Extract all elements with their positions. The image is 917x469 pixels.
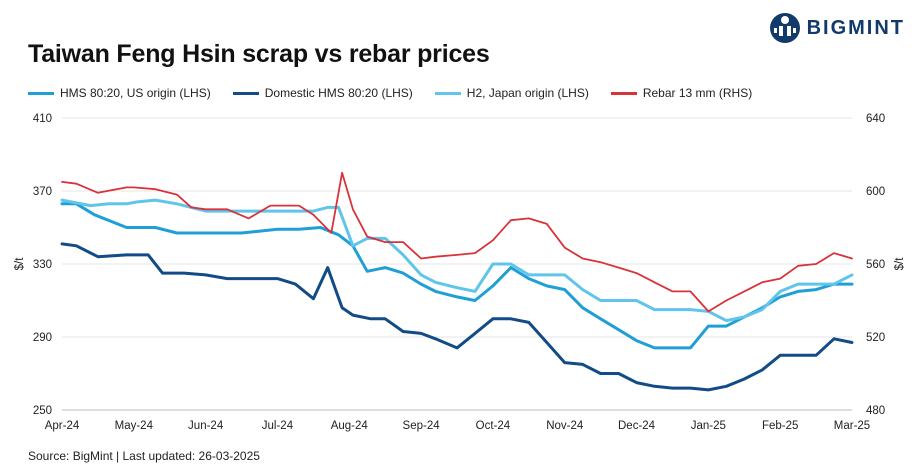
x-tick-label: Feb-25	[762, 420, 798, 432]
series-line-2	[60, 198, 854, 323]
y-tick-label: 330	[33, 259, 52, 271]
brand-logo: BIGMINT	[767, 10, 905, 46]
x-tick-label: Sep-24	[403, 420, 441, 432]
y-tick-label: 410	[33, 113, 52, 125]
legend-swatch	[610, 91, 637, 95]
bigmint-logo-icon	[769, 13, 800, 43]
y2-tick-label: 520	[866, 332, 885, 344]
legend-label: Rebar 13 mm (RHS)	[642, 86, 753, 100]
series-line-3	[61, 171, 853, 313]
legend-item-rebar: Rebar 13 mm (RHS)	[610, 86, 753, 100]
gridlines	[62, 117, 852, 411]
x-tick-label: Jul-24	[262, 420, 294, 432]
legend-label: HMS 80:20, US origin (LHS)	[60, 86, 211, 100]
legend-swatch	[232, 91, 259, 95]
chart-legend: HMS 80:20, US origin (LHS) Domestic HMS …	[28, 86, 774, 100]
x-tick-label: Apr-24	[45, 420, 80, 432]
series-line-1	[60, 242, 854, 392]
legend-label: H2, Japan origin (LHS)	[466, 86, 589, 100]
x-tick-label: Jun-24	[188, 420, 224, 432]
brand-name: BIGMINT	[806, 16, 905, 39]
legend-swatch	[434, 91, 461, 95]
legend-item-domestic-hms: Domestic HMS 80:20 (LHS)	[232, 86, 413, 100]
y-tick-label: 250	[33, 405, 52, 417]
x-tick-label: Aug-24	[331, 420, 369, 432]
series-lines	[60, 171, 854, 392]
series-line-0	[60, 202, 854, 350]
legend-label: Domestic HMS 80:20 (LHS)	[264, 86, 413, 100]
legend-item-h2-japan: H2, Japan origin (LHS)	[434, 86, 589, 100]
y2-tick-label: 600	[866, 186, 885, 198]
source-note: Source: BigMint | Last updated: 26-03-20…	[28, 449, 260, 463]
y2-tick-label: 560	[866, 259, 885, 271]
x-tick-label: Nov-24	[546, 420, 584, 432]
x-tick-label: Mar-25	[834, 420, 870, 432]
y-tick-label: 290	[33, 332, 52, 344]
legend-item-hms-us: HMS 80:20, US origin (LHS)	[28, 86, 211, 100]
y2-tick-label: 640	[866, 113, 885, 125]
chart-title: Taiwan Feng Hsin scrap vs rebar prices	[28, 40, 490, 68]
y2-tick-label: 480	[866, 405, 885, 417]
axes: 410 370 330 290 250 640 600 560 520 480 $/t $/t Apr-…	[14, 113, 906, 432]
legend-swatch	[28, 91, 54, 95]
y2-axis-label: $/t	[894, 257, 906, 271]
x-tick-label: Oct-24	[476, 420, 511, 432]
x-tick-label: Jan-25	[691, 420, 726, 432]
x-tick-label: May-24	[115, 420, 154, 432]
x-tick-label: Dec-24	[618, 420, 656, 432]
y-tick-label: 370	[33, 186, 52, 198]
y-axis-label: $/t	[14, 257, 26, 271]
